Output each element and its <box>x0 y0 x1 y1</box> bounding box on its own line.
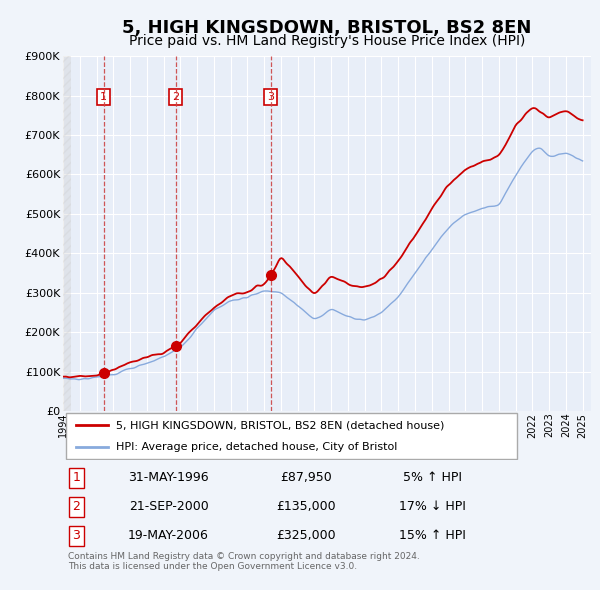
Text: 1: 1 <box>100 92 107 102</box>
Text: 21-SEP-2000: 21-SEP-2000 <box>129 500 208 513</box>
Text: £87,950: £87,950 <box>280 471 332 484</box>
Text: 31-MAY-1996: 31-MAY-1996 <box>128 471 209 484</box>
FancyBboxPatch shape <box>65 413 517 459</box>
Text: Contains HM Land Registry data © Crown copyright and database right 2024.
This d: Contains HM Land Registry data © Crown c… <box>68 552 420 572</box>
Text: HPI: Average price, detached house, City of Bristol: HPI: Average price, detached house, City… <box>116 442 397 452</box>
Text: 2: 2 <box>72 500 80 513</box>
Text: 1: 1 <box>72 471 80 484</box>
Text: 17% ↓ HPI: 17% ↓ HPI <box>399 500 466 513</box>
Text: 5% ↑ HPI: 5% ↑ HPI <box>403 471 462 484</box>
Text: 2: 2 <box>172 92 179 102</box>
Text: 19-MAY-2006: 19-MAY-2006 <box>128 529 209 542</box>
Text: 3: 3 <box>267 92 274 102</box>
Text: 3: 3 <box>72 529 80 542</box>
Text: 5, HIGH KINGSDOWN, BRISTOL, BS2 8EN: 5, HIGH KINGSDOWN, BRISTOL, BS2 8EN <box>122 19 532 37</box>
Text: 5, HIGH KINGSDOWN, BRISTOL, BS2 8EN (detached house): 5, HIGH KINGSDOWN, BRISTOL, BS2 8EN (det… <box>116 420 444 430</box>
Text: 15% ↑ HPI: 15% ↑ HPI <box>399 529 466 542</box>
Text: £135,000: £135,000 <box>276 500 335 513</box>
Text: £325,000: £325,000 <box>276 529 335 542</box>
Text: Price paid vs. HM Land Registry's House Price Index (HPI): Price paid vs. HM Land Registry's House … <box>129 34 525 48</box>
